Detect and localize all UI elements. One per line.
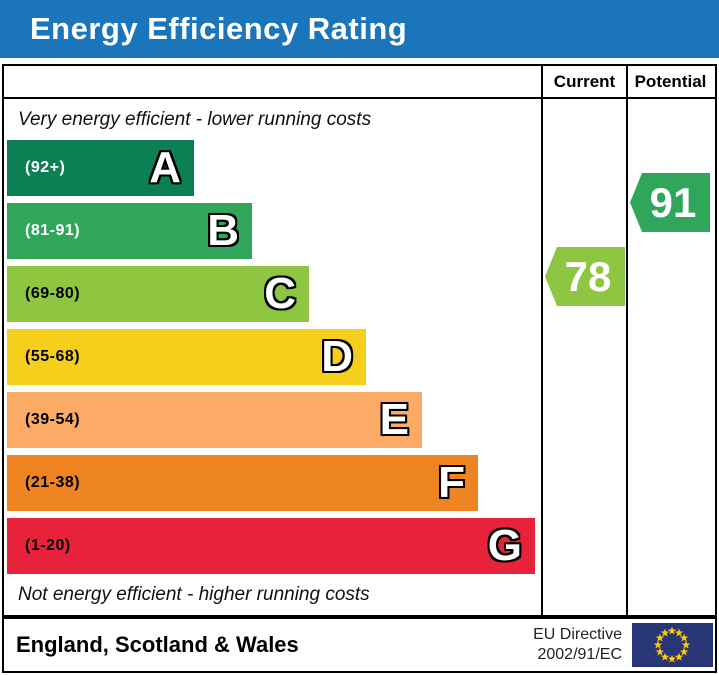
band-f-range: (21-38) xyxy=(25,474,81,491)
footer-bar: England, Scotland & Wales EU Directive 2… xyxy=(2,617,717,673)
band-g-range: (1-20) xyxy=(25,537,71,554)
band-d-range: (55-68) xyxy=(25,348,81,365)
band-e-letter: E xyxy=(379,395,409,444)
current-column: 78 xyxy=(541,99,626,615)
region-label: England, Scotland & Wales xyxy=(16,632,299,657)
potential-column: 91 xyxy=(626,99,713,615)
eu-directive-line1: EU Directive xyxy=(533,626,622,643)
band-g: (1-20) G xyxy=(7,518,535,574)
table-body-row: Very energy efficient - lower running co… xyxy=(4,99,715,615)
rating-table: Current Potential Very energy efficient … xyxy=(2,64,717,617)
band-a-range: (92+) xyxy=(25,159,66,176)
current-column-header: Current xyxy=(541,66,626,97)
page-title: Energy Efficiency Rating xyxy=(30,11,408,46)
band-b: (81-91) B xyxy=(7,203,252,259)
bands-area: Very energy efficient - lower running co… xyxy=(4,99,541,615)
band-b-letter: B xyxy=(207,206,239,255)
band-b-range: (81-91) xyxy=(25,222,81,239)
top-note: Very energy efficient - lower running co… xyxy=(18,108,372,130)
title-bar: Energy Efficiency Rating xyxy=(0,0,719,58)
current-rating-arrow: 78 xyxy=(545,247,625,306)
table-header-row: Current Potential xyxy=(4,66,715,99)
band-e-range: (39-54) xyxy=(25,411,81,428)
bottom-note: Not energy efficient - higher running co… xyxy=(18,583,370,605)
band-d: (55-68) D xyxy=(7,329,366,385)
band-d-letter: D xyxy=(321,332,353,381)
band-c-range: (69-80) xyxy=(25,285,81,302)
current-rating-value: 78 xyxy=(564,252,612,300)
band-c: (69-80) C xyxy=(7,266,309,322)
eu-directive-line2: 2002/91/EC xyxy=(537,646,622,663)
eu-flag-icon xyxy=(632,623,713,667)
band-e: (39-54) E xyxy=(7,392,422,448)
rating-bands: (92+) A (81-91) B (69-80) C (55-68) D xyxy=(7,140,541,574)
eu-directive-label: EU Directive 2002/91/EC xyxy=(533,625,622,665)
band-f: (21-38) F xyxy=(7,455,478,511)
potential-rating-arrow: 91 xyxy=(630,173,710,232)
band-c-letter: C xyxy=(264,269,296,318)
band-a: (92+) A xyxy=(7,140,194,196)
band-g-letter: G xyxy=(487,521,522,570)
potential-rating-value: 91 xyxy=(649,178,697,226)
band-f-letter: F xyxy=(438,458,465,507)
band-a-letter: A xyxy=(149,143,181,192)
header-spacer-cell xyxy=(4,66,541,97)
potential-column-header: Potential xyxy=(626,66,713,97)
